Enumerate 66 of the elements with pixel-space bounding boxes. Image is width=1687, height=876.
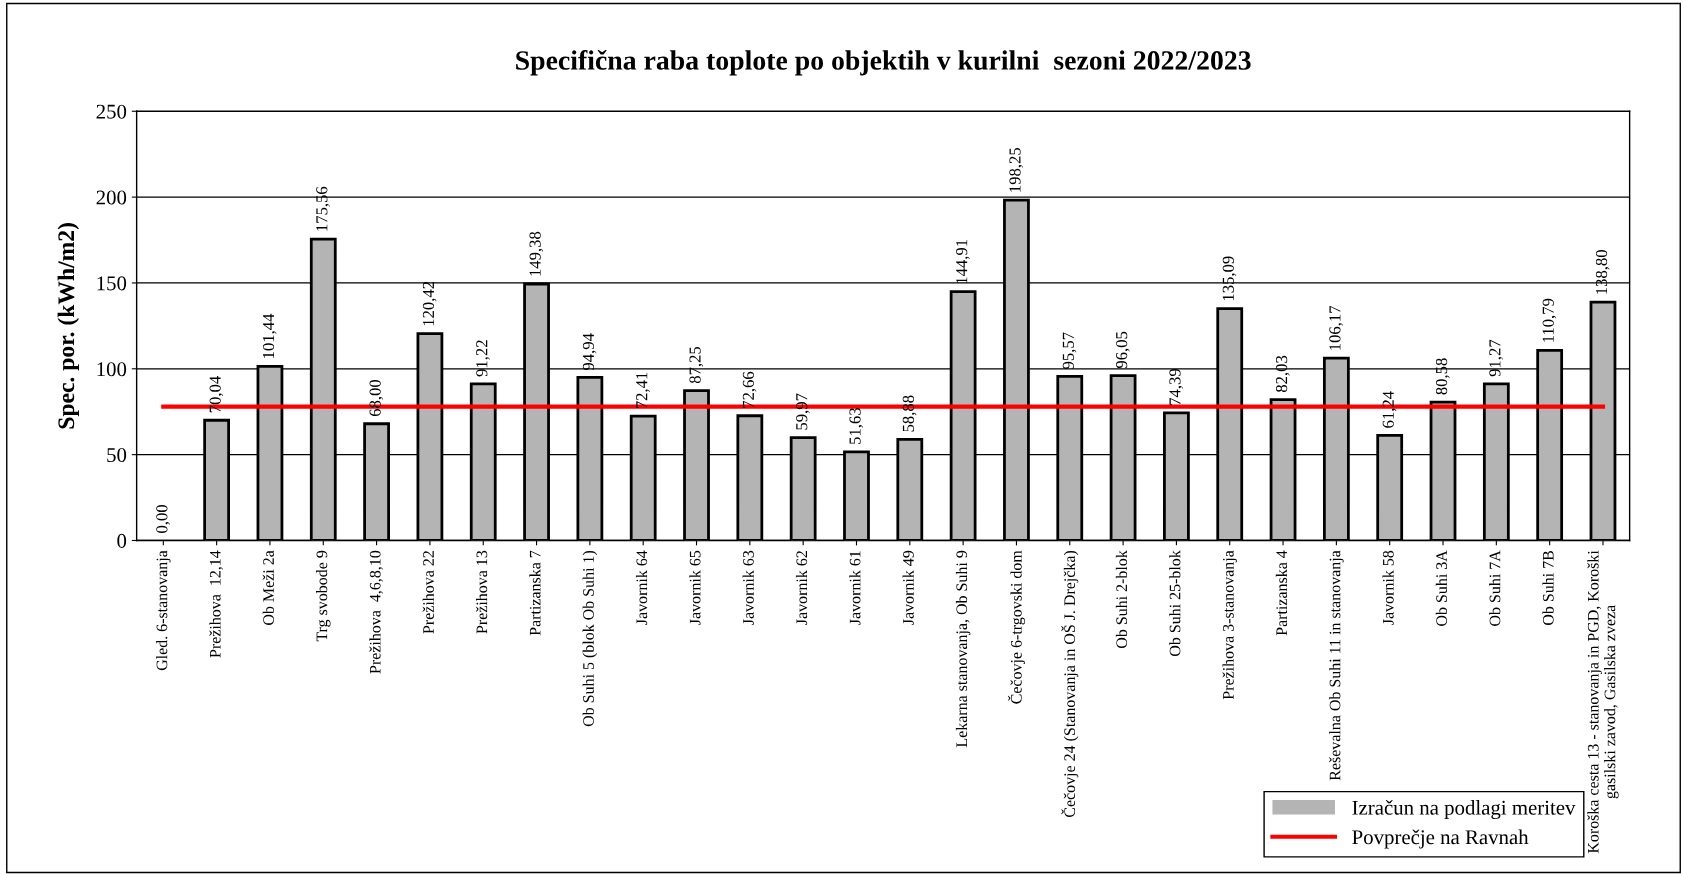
- x-tick-label: Ob Suhi 3A: [1435, 550, 1448, 626]
- x-tick-label: Partizanska 4: [1275, 550, 1288, 636]
- x-tick-label: Javornik 65: [689, 550, 701, 625]
- data-label: 61,24: [1382, 391, 1397, 428]
- data-label: 135,09: [1222, 256, 1237, 301]
- y-tick-label: 150: [97, 276, 127, 291]
- x-tick-label: Ob Suhi 25-blok: [1169, 550, 1181, 657]
- data-label: 95,57: [1062, 332, 1077, 369]
- y-tick-label: 250: [96, 104, 127, 119]
- data-label: 51,63: [849, 408, 864, 444]
- x-tick-label: Lekarna stanovanja, Ob Suhi 9: [955, 550, 971, 748]
- x-tick-label: Ob Suhi 2-blok: [1115, 550, 1128, 649]
- data-label: 91,27: [1489, 339, 1503, 377]
- data-label: 0,00: [156, 505, 170, 533]
- data-label: 138,80: [1595, 250, 1610, 294]
- x-tick-label: Javornik 58: [1382, 550, 1394, 625]
- y-axis-title: Spec. por. (kWh/m2): [57, 223, 80, 429]
- x-tick-label: Prežihova 13: [475, 550, 488, 634]
- data-label: 110,79: [1542, 298, 1557, 342]
- data-label: 91,22: [476, 340, 490, 377]
- data-label: 198,25: [1009, 147, 1024, 192]
- y-tick-label: 200: [96, 190, 127, 205]
- x-tick-label: Javornik 63: [742, 550, 754, 625]
- x-tick-label: Koroška cesta 13 - stanovanja in PGD, Koroški gasilski zavod, Gasilska zveza: [1587, 550, 1619, 854]
- x-tick-label: Prežihova 3-stanovanja: [1222, 550, 1237, 700]
- x-tick-label: Javornik 49: [902, 550, 914, 625]
- x-tick-label: Trg svobode 9: [316, 550, 331, 642]
- y-tick-label: 50: [107, 448, 127, 463]
- data-label: 70,04: [209, 376, 224, 413]
- legend-label: Povprečje na Ravnah: [1352, 829, 1529, 849]
- x-tick-label: Ob Meži 2a: [262, 550, 274, 625]
- x-tick-label: Ob Suhi 7A: [1489, 550, 1501, 626]
- x-tick-label: Čečovje 24 (Stanovanja in OŠ J. Drejčka): [1061, 550, 1079, 818]
- legend-label: Izračun na podlagi meritev: [1352, 800, 1576, 820]
- y-tick-label: 100: [97, 362, 127, 377]
- x-tick-label: Javornik 64: [635, 550, 648, 625]
- data-label: 120,42: [422, 281, 437, 326]
- data-label: 68,00: [369, 379, 384, 417]
- data-label: 101,44: [262, 313, 277, 358]
- data-label: 87,25: [689, 346, 704, 384]
- x-tick-label: Reševalna Ob Suhi 11 in stanovanja: [1329, 550, 1344, 781]
- x-tick-label: Prežihova 12,14: [209, 550, 223, 658]
- data-label: 106,17: [1329, 305, 1343, 350]
- data-label: 96,05: [1116, 331, 1130, 369]
- data-label: 74,39: [1169, 369, 1183, 405]
- data-label: 144,91: [956, 239, 970, 284]
- x-tick-label: Ob Suhi 7B: [1542, 550, 1554, 625]
- x-tick-label: Javornik 61: [849, 551, 861, 625]
- x-tick-label: Ob Suhi 5 (blok Ob Suhi 1): [582, 550, 598, 727]
- data-label: 80,58: [1435, 358, 1450, 395]
- data-label: 82,03: [1275, 355, 1290, 393]
- x-tick-label: Prežihova 22: [422, 551, 434, 634]
- x-tick-label: Prežihova 4,6,8,10: [369, 550, 383, 674]
- chart-title: Specifična raba toplote po objektih v kurilni sezoni 2022/2023: [516, 50, 1251, 76]
- x-tick-label: Javornik 62: [795, 551, 808, 625]
- data-label: 72,66: [742, 371, 757, 408]
- x-tick-label: Partizanska 7: [529, 550, 541, 636]
- x-tick-label: Čečovje 6-trgovski dom: [1007, 550, 1026, 704]
- data-label: 94,94: [582, 333, 597, 370]
- data-label: 58,88: [902, 395, 917, 432]
- data-label: 149,38: [529, 231, 544, 276]
- y-tick-label: 0: [117, 533, 127, 548]
- data-label: 72,41: [636, 372, 650, 409]
- data-label: 59,97: [796, 393, 810, 430]
- x-tick-label: Gled. 6-stanovanja: [156, 550, 171, 671]
- data-label: 175,56: [316, 186, 330, 231]
